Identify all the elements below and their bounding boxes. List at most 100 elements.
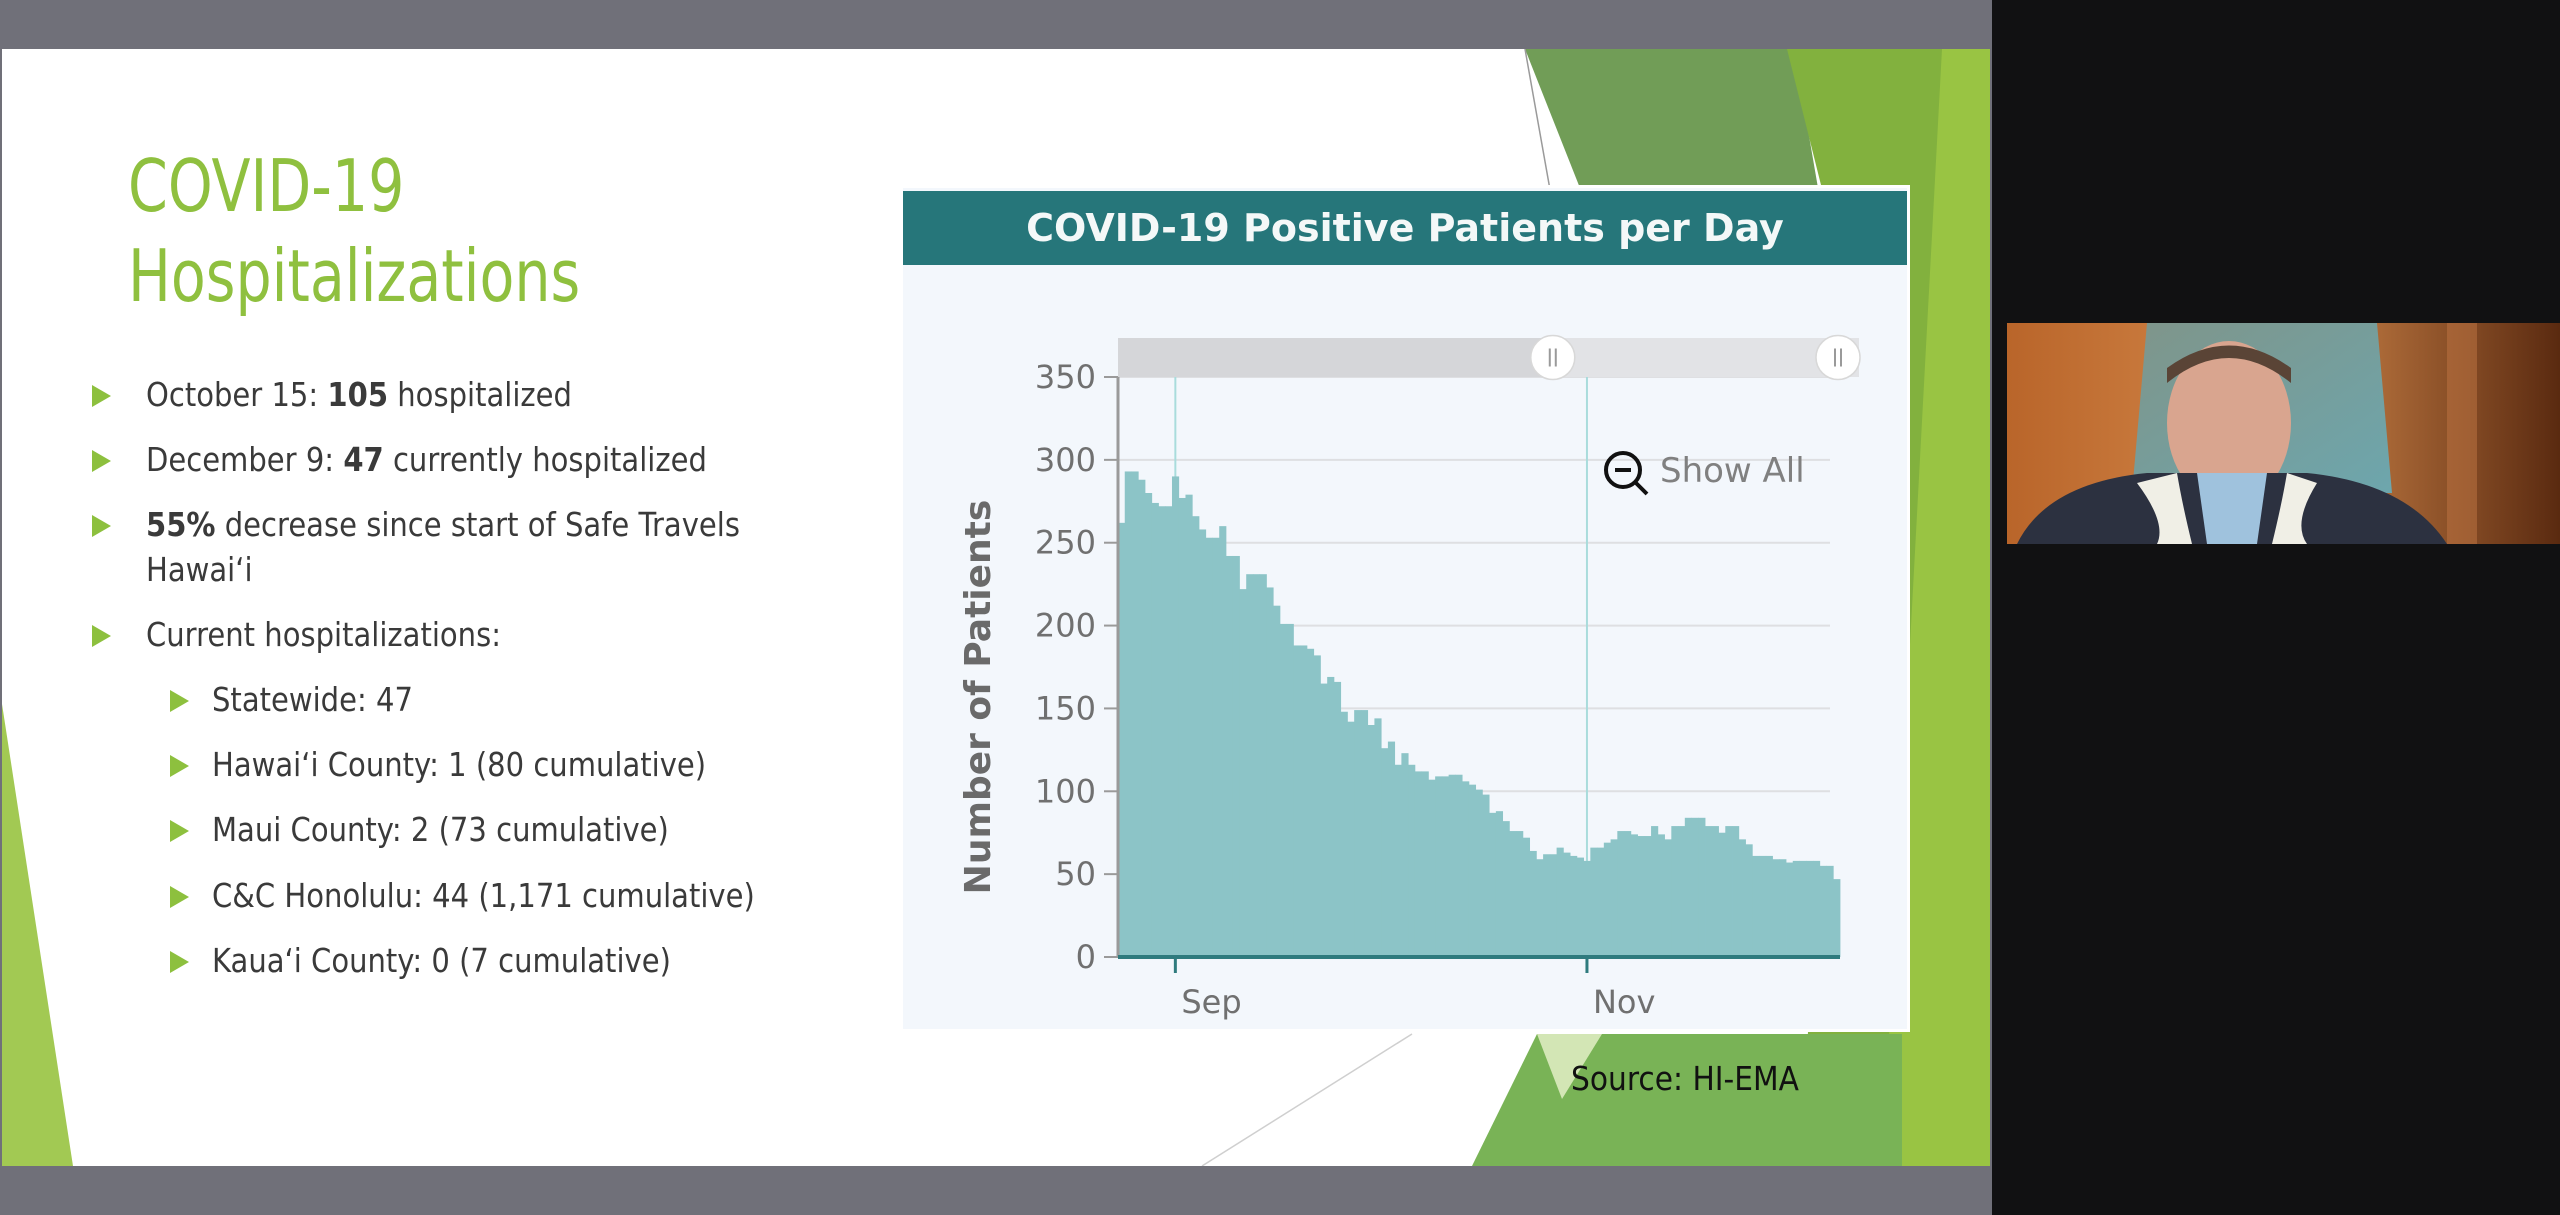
- bar[interactable]: [1502, 821, 1510, 957]
- bar[interactable]: [1610, 839, 1618, 957]
- bar[interactable]: [1630, 834, 1638, 957]
- bar[interactable]: [1556, 847, 1564, 957]
- bar[interactable]: [1489, 812, 1497, 957]
- speaker-video[interactable]: [2007, 323, 2560, 544]
- bar[interactable]: [1718, 832, 1726, 957]
- bar[interactable]: [1124, 471, 1132, 957]
- bar[interactable]: [1131, 471, 1139, 957]
- bar[interactable]: [1286, 623, 1294, 957]
- bar[interactable]: [1799, 860, 1807, 957]
- bar[interactable]: [1320, 683, 1328, 957]
- bar[interactable]: [1819, 865, 1827, 957]
- bar[interactable]: [1266, 587, 1274, 957]
- bar[interactable]: [1765, 855, 1773, 957]
- bar[interactable]: [1678, 826, 1686, 957]
- bar[interactable]: [1428, 779, 1436, 957]
- bar[interactable]: [1279, 623, 1288, 957]
- bar[interactable]: [1617, 831, 1625, 957]
- bar[interactable]: [1293, 645, 1301, 957]
- bar[interactable]: [1414, 771, 1423, 957]
- bar[interactable]: [1300, 645, 1308, 957]
- bar[interactable]: [1698, 817, 1706, 957]
- bar[interactable]: [1374, 718, 1382, 957]
- bar[interactable]: [1219, 526, 1227, 957]
- bar[interactable]: [1239, 589, 1247, 957]
- bar[interactable]: [1772, 859, 1780, 957]
- bar[interactable]: [1711, 826, 1719, 957]
- bar[interactable]: [1570, 855, 1578, 957]
- bar[interactable]: [1158, 506, 1166, 957]
- bar[interactable]: [1259, 574, 1267, 957]
- bar[interactable]: [1637, 836, 1645, 957]
- bar[interactable]: [1441, 776, 1450, 957]
- slider-handle-left[interactable]: [1530, 334, 1576, 381]
- bar[interactable]: [1738, 839, 1746, 957]
- bar[interactable]: [1462, 781, 1470, 957]
- bar[interactable]: [1212, 537, 1220, 957]
- bar[interactable]: [1354, 710, 1362, 957]
- bar[interactable]: [1185, 494, 1193, 957]
- bar[interactable]: [1657, 834, 1665, 957]
- bar[interactable]: [1597, 847, 1605, 957]
- bar[interactable]: [1448, 774, 1456, 957]
- bar[interactable]: [1313, 655, 1321, 957]
- bar[interactable]: [1165, 506, 1173, 957]
- bar[interactable]: [1752, 855, 1760, 957]
- bar[interactable]: [1644, 836, 1652, 957]
- bar[interactable]: [1387, 741, 1396, 957]
- bar[interactable]: [1381, 748, 1389, 957]
- bar[interactable]: [1408, 764, 1416, 957]
- bar[interactable]: [1232, 555, 1240, 957]
- bar[interactable]: [1664, 839, 1672, 957]
- bar[interactable]: [1468, 784, 1477, 957]
- bar[interactable]: [1529, 850, 1537, 957]
- bar[interactable]: [1192, 516, 1200, 957]
- bar[interactable]: [1306, 648, 1315, 957]
- bar[interactable]: [1333, 681, 1342, 957]
- range-slider[interactable]: [1118, 334, 1861, 381]
- bar[interactable]: [1603, 842, 1611, 957]
- bar[interactable]: [1435, 776, 1443, 957]
- slider-handle-right[interactable]: [1815, 334, 1861, 381]
- bar[interactable]: [1543, 854, 1551, 957]
- bar[interactable]: [1327, 676, 1335, 957]
- bar[interactable]: [1118, 522, 1126, 957]
- bar[interactable]: [1786, 862, 1794, 957]
- bar[interactable]: [1826, 865, 1834, 957]
- bar[interactable]: [1178, 497, 1186, 957]
- bar[interactable]: [1421, 771, 1429, 957]
- bar[interactable]: [1705, 826, 1713, 957]
- bar[interactable]: [1225, 555, 1234, 957]
- bar[interactable]: [1732, 826, 1740, 957]
- bar[interactable]: [1759, 855, 1767, 957]
- bar[interactable]: [1475, 789, 1483, 957]
- bar[interactable]: [1590, 847, 1598, 957]
- bar[interactable]: [1725, 826, 1733, 957]
- bar[interactable]: [1252, 574, 1261, 957]
- bar[interactable]: [1246, 574, 1254, 957]
- bar[interactable]: [1401, 753, 1409, 957]
- bar[interactable]: [1833, 879, 1841, 957]
- bar[interactable]: [1671, 826, 1679, 957]
- bar[interactable]: [1516, 831, 1524, 957]
- bar[interactable]: [1691, 817, 1699, 957]
- bar[interactable]: [1138, 479, 1146, 957]
- bar[interactable]: [1651, 826, 1659, 957]
- bar[interactable]: [1347, 721, 1355, 957]
- bar[interactable]: [1745, 844, 1753, 957]
- bar[interactable]: [1522, 837, 1531, 957]
- bar[interactable]: [1684, 817, 1692, 957]
- bar[interactable]: [1624, 831, 1632, 957]
- bar[interactable]: [1806, 860, 1814, 957]
- bar[interactable]: [1495, 811, 1504, 957]
- bar[interactable]: [1273, 605, 1281, 957]
- bar[interactable]: [1583, 860, 1591, 957]
- bar[interactable]: [1482, 794, 1490, 957]
- bar[interactable]: [1779, 859, 1787, 957]
- bar[interactable]: [1563, 852, 1571, 957]
- bar[interactable]: [1394, 764, 1402, 957]
- bar[interactable]: [1549, 854, 1557, 957]
- bar[interactable]: [1792, 860, 1800, 957]
- bar[interactable]: [1455, 774, 1463, 957]
- bar[interactable]: [1205, 537, 1213, 957]
